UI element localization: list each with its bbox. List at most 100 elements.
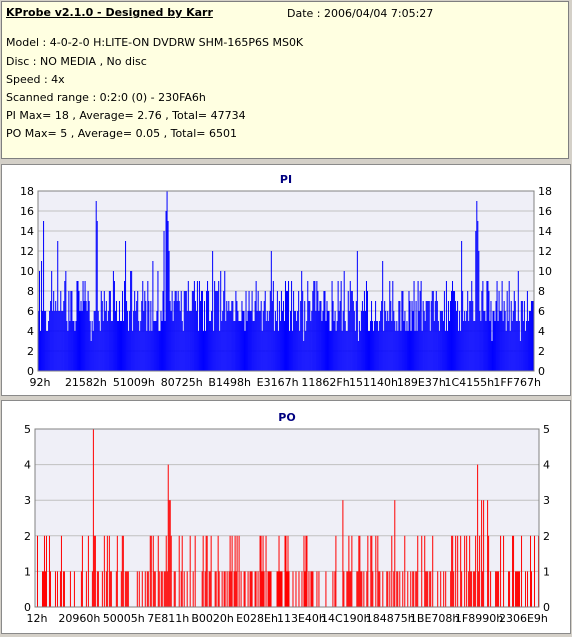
data-bar <box>306 535 308 607</box>
data-bar <box>483 311 485 371</box>
data-bar <box>487 281 489 371</box>
data-bar <box>275 321 277 371</box>
data-bar <box>277 571 279 607</box>
data-bar <box>139 331 141 371</box>
data-bar <box>194 535 196 607</box>
data-bar <box>254 571 256 607</box>
data-bar <box>482 571 484 607</box>
data-bar <box>512 535 514 607</box>
pi-chart: PI 0 0 2 2 4 4 6 6 8 8 10 10 12 12 14 14 16 16 18 18 92h 21582… <box>20 173 552 389</box>
data-bar <box>239 321 241 371</box>
data-bar <box>170 311 172 371</box>
data-bar <box>310 571 312 607</box>
data-bar <box>64 281 66 371</box>
y-tick-label-right: 16 <box>538 205 552 218</box>
data-bar <box>440 311 442 371</box>
data-bar <box>280 291 282 371</box>
data-bar <box>96 571 98 607</box>
data-bar <box>442 321 444 371</box>
data-bar <box>369 331 371 371</box>
data-bar <box>426 571 428 607</box>
data-bar <box>499 311 501 371</box>
data-bar <box>425 301 427 371</box>
data-bar <box>370 535 372 607</box>
data-bar <box>101 571 103 607</box>
data-bar <box>305 331 307 371</box>
data-bar <box>316 281 318 371</box>
data-bar <box>152 535 154 607</box>
data-bar <box>163 231 165 371</box>
data-bar <box>488 535 490 607</box>
data-bar <box>146 331 148 371</box>
data-bar <box>497 321 499 371</box>
data-bar <box>432 535 434 607</box>
data-bar <box>343 271 345 371</box>
x-tick-label: 189E37h <box>397 376 446 389</box>
data-bar <box>336 321 338 371</box>
data-bar <box>151 331 153 371</box>
data-bar <box>350 571 352 607</box>
data-bar <box>246 321 248 371</box>
data-bar <box>522 321 524 371</box>
data-bar <box>130 271 132 371</box>
data-bar <box>115 301 117 371</box>
data-bar <box>73 321 75 371</box>
data-bar <box>444 331 446 371</box>
data-bar <box>56 571 58 607</box>
data-bar <box>285 535 287 607</box>
data-bar <box>445 571 447 607</box>
data-bar <box>320 301 322 371</box>
data-bar <box>263 571 265 607</box>
data-bar <box>150 535 152 607</box>
speed-line: Speed : 4x <box>6 73 65 86</box>
x-tick-label: 12h <box>27 612 48 625</box>
y-tick-label-left: 0 <box>24 601 31 614</box>
data-bar <box>398 301 400 371</box>
data-bar <box>206 291 208 371</box>
data-bar <box>67 331 69 371</box>
data-bar <box>383 331 385 371</box>
data-bar <box>87 291 89 371</box>
data-bar <box>407 571 409 607</box>
data-bar <box>434 301 436 371</box>
data-bar <box>453 571 455 607</box>
data-bar <box>54 571 56 607</box>
data-bar <box>420 281 422 371</box>
data-bar <box>425 571 427 607</box>
data-bar <box>531 301 533 371</box>
data-bar <box>314 281 316 371</box>
x-tick-label: 1FF767h <box>493 376 541 389</box>
data-bar <box>479 311 481 371</box>
data-bar <box>187 281 189 371</box>
data-bar <box>63 301 65 371</box>
data-bar <box>516 571 518 607</box>
data-bar <box>330 331 332 371</box>
data-bar <box>227 311 229 371</box>
data-bar <box>511 321 513 371</box>
data-bar <box>367 535 369 607</box>
data-bar <box>322 311 324 371</box>
data-bar <box>412 311 414 371</box>
data-bar <box>404 311 406 371</box>
data-bar <box>193 281 195 371</box>
data-bar <box>272 281 274 371</box>
data-bar <box>257 571 259 607</box>
data-bar <box>408 291 410 371</box>
data-bar <box>78 291 80 371</box>
data-bar <box>201 291 203 371</box>
data-bar <box>178 301 180 371</box>
data-bar <box>147 571 149 607</box>
data-bar <box>389 281 391 371</box>
data-bar <box>375 301 377 371</box>
data-bar <box>142 281 144 371</box>
info-panel: KProbe v2.1.0 - Designed by Karr Date : … <box>1 1 569 159</box>
data-bar <box>247 311 249 371</box>
data-bar <box>517 571 519 607</box>
data-bar <box>507 321 509 371</box>
y-tick-label-left: 12 <box>20 245 34 258</box>
data-bar <box>254 301 256 371</box>
data-bar <box>85 301 87 371</box>
data-bar <box>201 571 203 607</box>
data-bar <box>91 321 93 371</box>
data-bar <box>441 311 443 371</box>
